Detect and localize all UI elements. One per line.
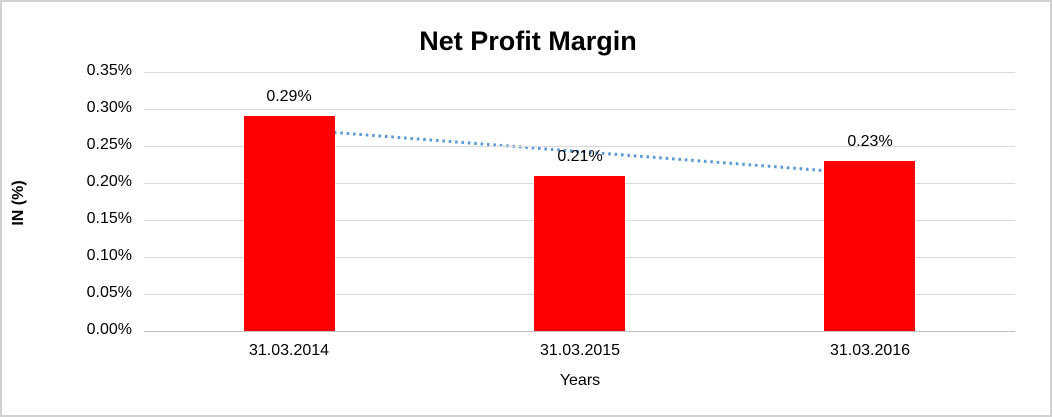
bar-data-label: 0.23%	[847, 133, 893, 150]
y-tick-label: 0.25%	[86, 136, 132, 153]
y-tick-label: 0.10%	[86, 247, 132, 264]
y-axis-title: IN (%)	[10, 180, 27, 226]
x-tick-label: 31.03.2016	[829, 342, 911, 359]
x-axis-title: Years	[559, 372, 601, 389]
bar-data-label: 0.29%	[266, 88, 312, 105]
y-tick-label: 0.00%	[86, 321, 132, 338]
gridline	[144, 146, 1015, 147]
chart-title: Net Profit Margin	[419, 26, 637, 56]
x-tick-label: 31.03.2014	[248, 342, 330, 359]
y-tick-label: 0.30%	[86, 99, 132, 116]
bar	[244, 116, 335, 331]
gridline	[144, 72, 1015, 73]
y-tick-label: 0.35%	[86, 62, 132, 79]
y-tick-label: 0.15%	[86, 210, 132, 227]
bar	[534, 176, 625, 331]
x-tick-label: 31.03.2015	[539, 342, 621, 359]
bar-data-label: 0.21%	[557, 148, 603, 165]
gridline	[144, 109, 1015, 110]
y-tick-label: 0.05%	[86, 284, 132, 301]
y-tick-label: 0.20%	[86, 173, 132, 190]
bar	[824, 161, 915, 331]
x-axis-line	[144, 331, 1015, 332]
